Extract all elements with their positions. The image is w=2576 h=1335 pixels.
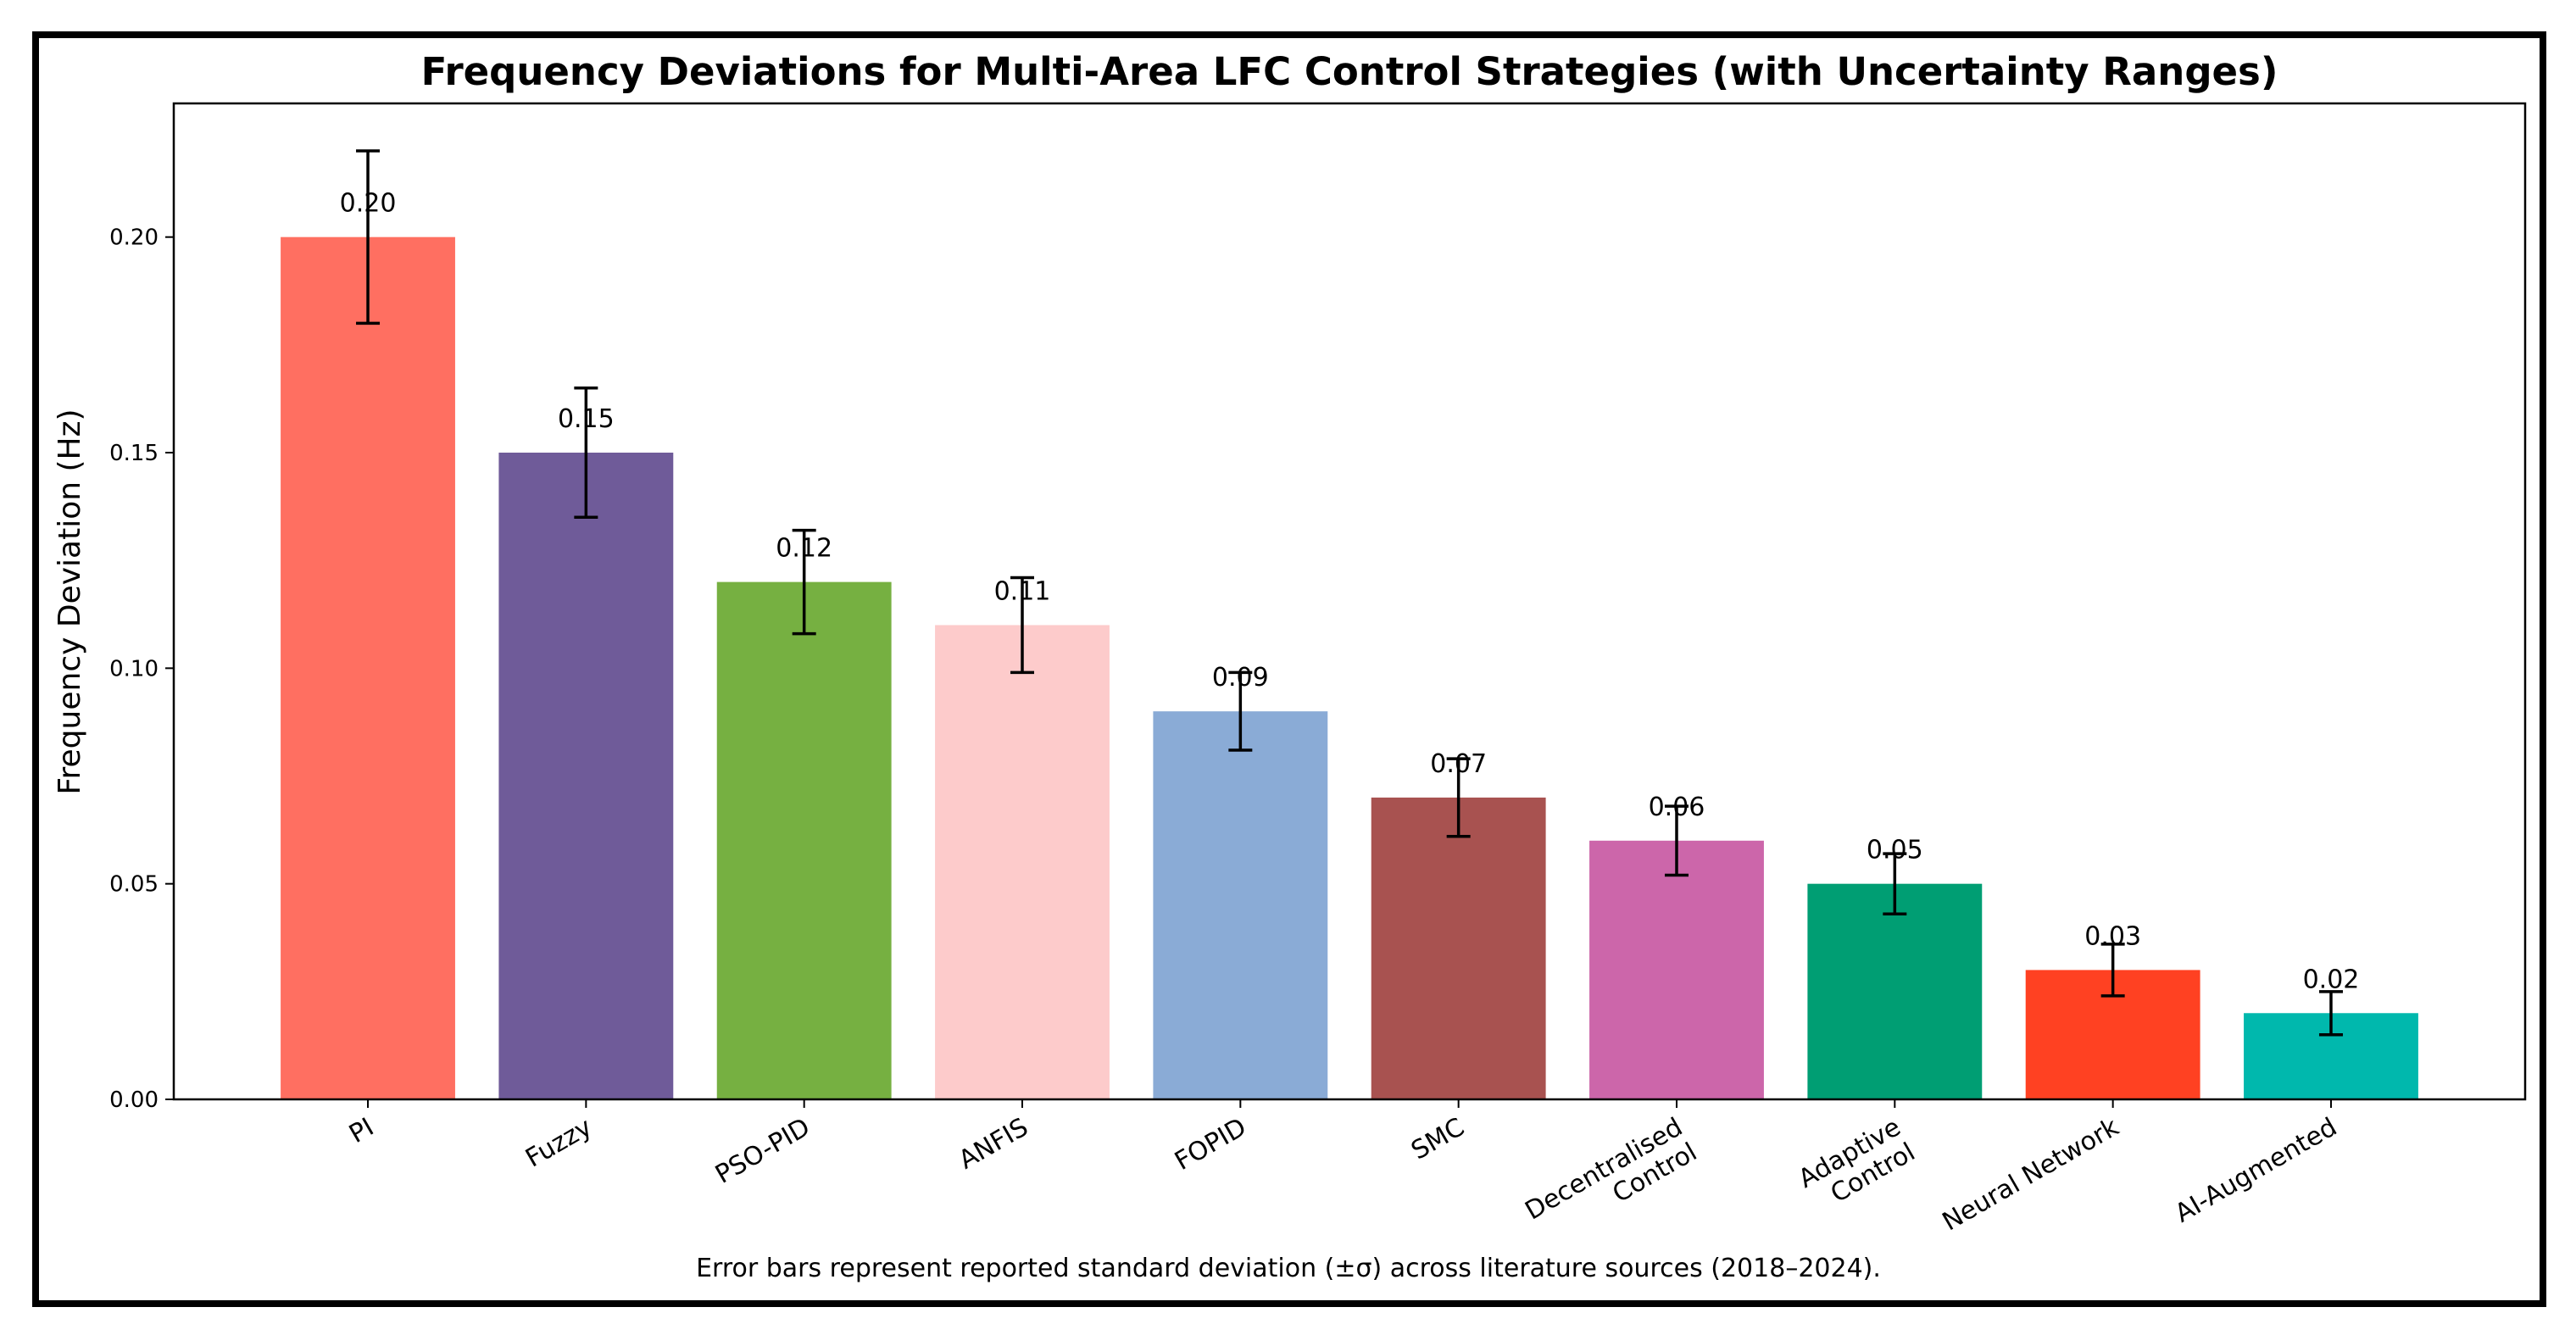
y-tick-label: 0.20 — [109, 225, 159, 251]
bar — [716, 581, 892, 1099]
bar — [1371, 797, 1546, 1099]
plot-area-frame — [172, 102, 2527, 1101]
y-tick-label: 0.00 — [109, 1087, 159, 1113]
bar — [1153, 711, 1328, 1099]
y-tick-label: 0.10 — [109, 656, 159, 681]
y-tick-label: 0.05 — [109, 872, 159, 898]
bar-value-label: 0.02 — [2303, 965, 2360, 994]
bar — [498, 453, 674, 1099]
chart-title: Frequency Deviations for Multi-Area LFC … — [421, 49, 2278, 94]
bar — [1589, 840, 1764, 1099]
y-axis-label: Frequency Deviation (Hz) — [53, 409, 87, 794]
chart-caption: Error bars represent reported standard d… — [696, 1254, 1881, 1283]
bar — [281, 236, 455, 1100]
bar — [1807, 883, 1983, 1099]
y-tick-label: 0.15 — [109, 441, 159, 466]
bar — [935, 625, 1110, 1099]
